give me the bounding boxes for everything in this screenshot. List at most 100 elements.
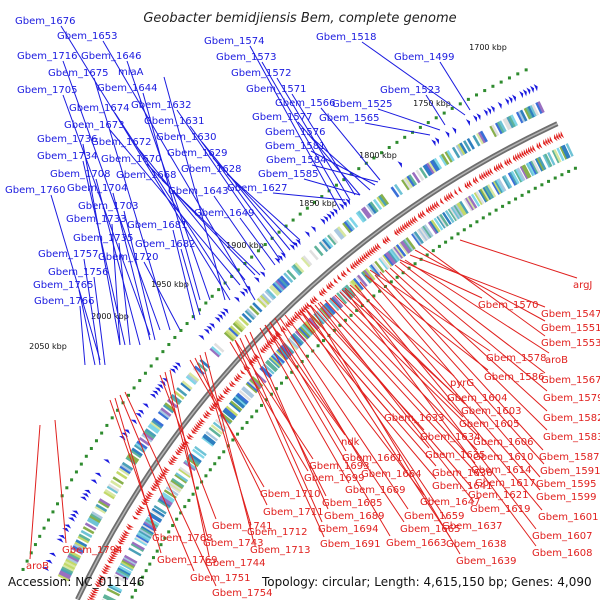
annotation-band-mark	[230, 400, 243, 412]
gene-label-reverse: Gbem_1769	[157, 555, 217, 566]
gc-dot	[514, 197, 518, 201]
annotation-band-mark	[401, 240, 412, 253]
forward-gene-arrow	[157, 384, 164, 390]
reverse-gene-arrow	[251, 356, 258, 363]
annotation-band-mark	[348, 216, 359, 228]
annotation-band-mark	[516, 167, 526, 181]
annotation-band-mark	[169, 480, 183, 491]
reverse-gene-arrow	[286, 320, 293, 326]
forward-gene-arrow	[71, 510, 79, 515]
reverse-gene-arrow	[202, 413, 209, 419]
forward-gene-arrow	[172, 365, 179, 371]
annotation-band-mark	[141, 525, 155, 535]
gene-label-forward: Gbem_1670	[101, 154, 161, 165]
reverse-gene-arrow	[208, 406, 215, 412]
gc-dot	[553, 176, 557, 180]
annotation-band-mark	[280, 275, 291, 286]
forward-gene-arrow	[49, 552, 57, 557]
annotation-band-mark	[426, 162, 435, 175]
gc-dot	[144, 569, 148, 573]
gene-label-forward: Gbem_1628	[181, 164, 241, 175]
reverse-gene-arrow	[95, 580, 103, 585]
reverse-gene-arrow	[386, 235, 392, 242]
gc-dot	[100, 431, 104, 435]
annotation-band-mark	[62, 564, 75, 572]
gc-dot	[481, 216, 485, 220]
forward-gene-arrow	[490, 105, 495, 113]
annotation-band-mark	[378, 195, 388, 207]
red-connector	[314, 304, 473, 489]
gene-label-reverse: Gbem_1691	[320, 539, 380, 550]
gc-dot	[264, 398, 268, 402]
gc-dot	[56, 502, 60, 506]
kbp-ticks: 1700 kbp 1750 kbp 1800 kbp 1850 kbp 1900 kbp…	[29, 43, 507, 351]
blue-connector	[93, 276, 106, 366]
forward-gene-arrow	[277, 255, 283, 262]
annotation-band-mark	[537, 101, 545, 114]
reverse-gene-arrow	[111, 550, 119, 555]
red-connector	[379, 271, 544, 451]
annotation-band-mark	[515, 168, 525, 182]
annotation-band-mark	[379, 193, 390, 206]
annotation-band-mark	[485, 184, 495, 199]
gc-dot	[132, 386, 136, 390]
reverse-gene-arrow	[90, 591, 98, 596]
annotation-band-mark	[314, 311, 326, 324]
gene-label-reverse: Gbem_1551	[541, 323, 600, 334]
forward-gene-arrow	[483, 109, 488, 117]
gene-label-forward: Gbem_1577	[252, 112, 312, 123]
gene-label-reverse: Gbem_1741	[212, 521, 272, 532]
annotation-band-mark	[332, 295, 344, 308]
annotation-band-mark	[143, 429, 156, 440]
annotation-band-mark	[367, 202, 377, 214]
gc-dot	[208, 468, 212, 472]
gene-label-forward: Gbem_1644	[97, 83, 157, 94]
reverse-gene-arrow	[101, 570, 109, 574]
gene-label-reverse: Gbem_1547	[541, 309, 600, 320]
reverse-gene-arrow	[543, 139, 547, 147]
annotation-band-mark	[196, 362, 208, 372]
reverse-gene-arrow	[102, 567, 110, 572]
forward-gene-arrow	[222, 308, 229, 314]
annotation-band-mark	[383, 253, 395, 266]
annotation-band-mark	[503, 174, 513, 189]
annotation-band-mark	[115, 569, 130, 579]
kbp-tick-label: 1750 kbp	[413, 99, 451, 108]
reverse-gene-arrow	[96, 578, 104, 583]
gene-label-reverse: Gbem_1579	[543, 393, 600, 404]
annotation-band-mark	[202, 435, 215, 446]
annotation-band-mark	[115, 470, 128, 480]
gene-label-forward: Gbem_1736	[37, 134, 97, 145]
gene-label-reverse: Gbem_1619	[470, 504, 530, 515]
kbp-tick-label: 1700 kbp	[469, 43, 507, 52]
annotation-band-mark	[450, 206, 461, 220]
annotation-band-mark	[119, 562, 134, 572]
annotation-band-mark	[256, 297, 268, 308]
red-connector	[114, 397, 162, 554]
red-connector	[349, 287, 537, 530]
reverse-gene-arrow	[368, 248, 374, 255]
red-connector	[159, 374, 217, 520]
gc-dot	[138, 379, 142, 383]
reverse-gene-arrow	[513, 154, 517, 162]
reverse-gene-arrow	[156, 476, 164, 481]
reverse-gene-arrow	[528, 146, 532, 155]
annotation-band-mark	[507, 172, 517, 186]
annotation-band-mark	[228, 326, 239, 338]
red-connector	[399, 261, 546, 374]
reverse-gene-arrow	[446, 193, 451, 201]
gc-dot	[191, 315, 195, 319]
forward-gene-arrow	[434, 137, 439, 145]
forward-gene-arrow	[533, 84, 538, 92]
annotation-band-mark	[236, 392, 249, 404]
annotation-band-mark	[86, 518, 99, 527]
gene-label-reverse: Gbem_1635	[425, 450, 485, 461]
gc-dot	[226, 444, 230, 448]
reverse-gene-arrow	[195, 423, 202, 429]
gene-label-reverse: Gbem_1699	[304, 473, 364, 484]
forward-gene-arrow	[259, 271, 266, 278]
reverse-gene-arrow	[346, 266, 352, 273]
reverse-gene-arrow	[409, 218, 415, 225]
forward-gene-arrow	[56, 538, 64, 543]
annotation-band-mark	[479, 130, 488, 143]
